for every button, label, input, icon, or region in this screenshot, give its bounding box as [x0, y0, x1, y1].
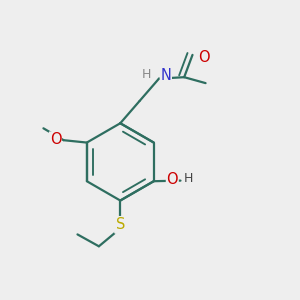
Text: H: H: [184, 172, 193, 185]
Text: O: O: [198, 50, 210, 65]
Text: H: H: [142, 68, 152, 81]
Text: O: O: [50, 132, 61, 147]
Text: N: N: [160, 68, 171, 83]
Text: S: S: [116, 218, 125, 232]
Text: O: O: [167, 172, 178, 187]
